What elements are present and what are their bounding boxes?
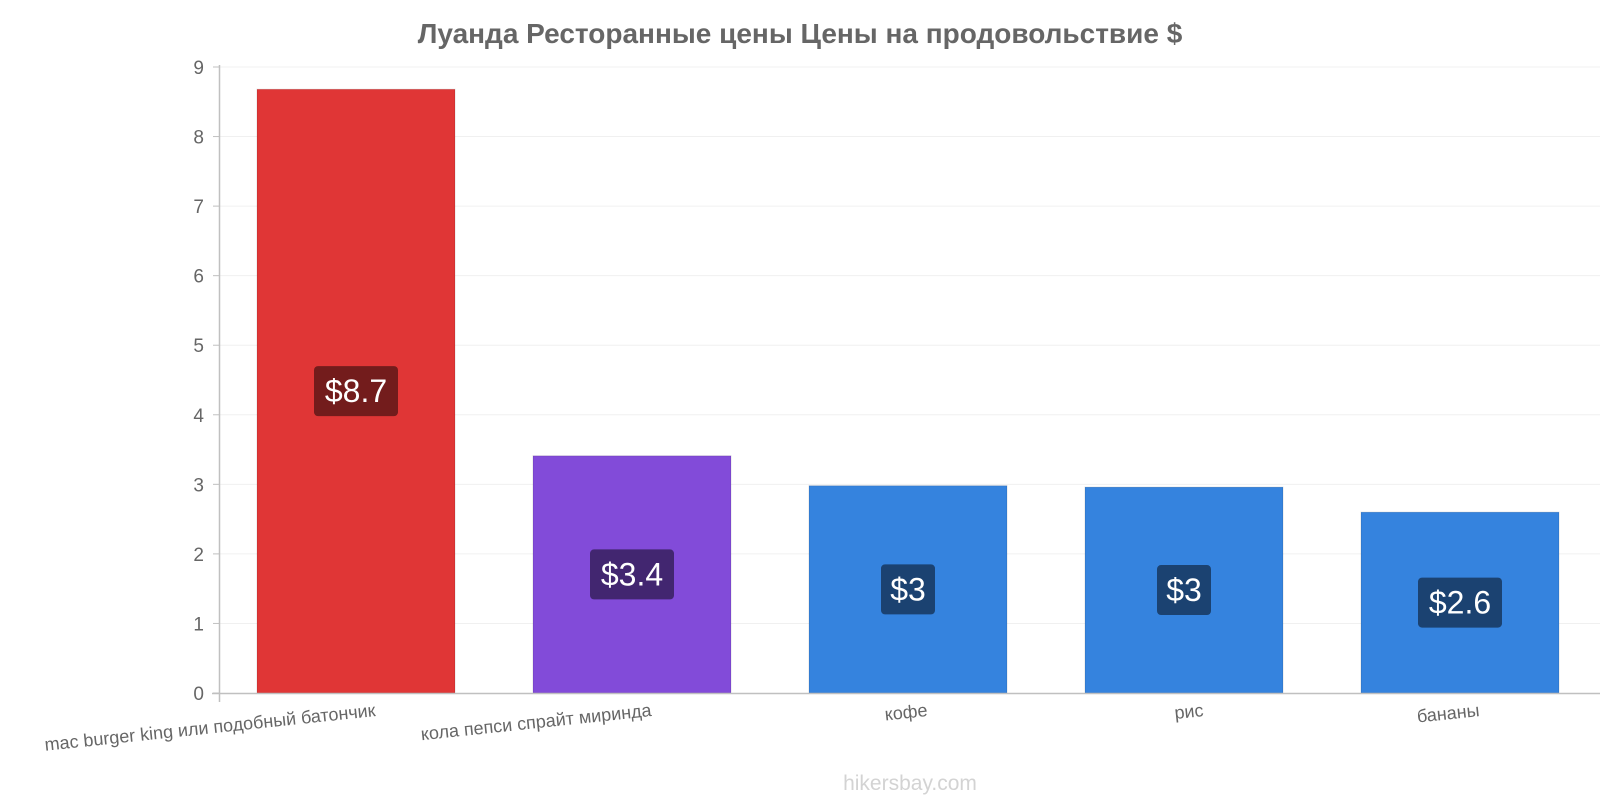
data-label-background [590,549,674,600]
y-tick-label: 9 [193,58,204,79]
y-tick-label: 2 [193,545,204,566]
x-category-label: кола пепси спрайт миринда [420,700,654,744]
y-tick-label: 4 [193,406,204,427]
data-label: $2.6 [1429,585,1491,621]
x-category-label: рис [1173,700,1204,723]
y-tick-label: 3 [193,475,204,496]
x-axis-categories: mac burger king или подобный батончик кол… [44,700,1481,755]
data-label-background [1157,565,1211,616]
y-tick-label: 6 [193,267,204,288]
y-tick-label: 5 [193,336,204,357]
data-label-background [881,564,935,615]
data-label: $8.7 [325,373,387,409]
data-label: $3.4 [601,556,663,592]
watermark: hikersbay.com [843,772,977,795]
y-tick-label: 7 [193,197,204,218]
y-tick-label: 1 [193,614,204,635]
data-label: $3 [1166,572,1202,608]
data-label-background [314,366,398,417]
data-labels: $8.7 $3.4 $3 $3 $2.6 [314,366,1502,628]
y-axis-ticks: 0 1 2 3 4 5 6 7 8 9 [193,58,220,705]
x-category-label: бананы [1416,700,1480,726]
data-label: $3 [890,571,926,607]
x-category-label: mac burger king или подобный батончик [44,700,377,755]
chart-title: Луанда Ресторанные цены Цены на продовол… [418,18,1183,49]
y-tick-label: 0 [193,684,204,705]
x-category-label: кофе [884,700,929,724]
data-label-background [1418,577,1502,628]
y-tick-label: 8 [193,128,204,149]
